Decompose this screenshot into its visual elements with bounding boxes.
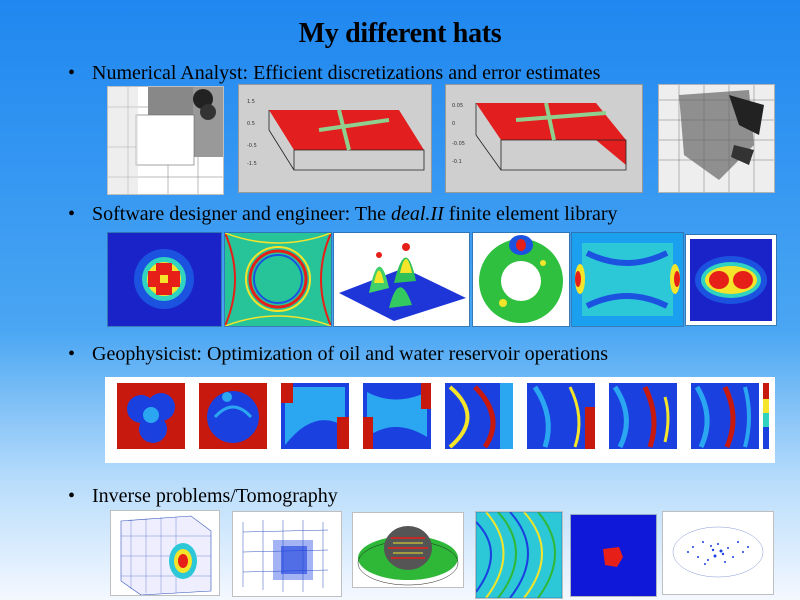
tomography-scatter-image bbox=[662, 511, 774, 595]
deal-ii-peanut-image bbox=[685, 234, 777, 326]
svg-text:0.05: 0.05 bbox=[452, 103, 463, 109]
tomography-wave-image bbox=[475, 511, 563, 599]
tomography-mesh-image bbox=[232, 511, 342, 597]
bullet-text-tail: finite element library bbox=[443, 203, 618, 225]
deal-ii-surface-image bbox=[333, 232, 470, 327]
bullet-numerical-analyst: • Numerical Analyst: Efficient discretiza… bbox=[68, 62, 600, 85]
bullet-dot: • bbox=[68, 62, 76, 84]
svg-text:-0.05: -0.05 bbox=[452, 141, 465, 147]
bullet-geophysicist: • Geophysicist: Optimization of oil and w… bbox=[68, 343, 608, 366]
bullet-inverse-problems: • Inverse problems/Tomography bbox=[68, 485, 338, 508]
deal-ii-image-1 bbox=[107, 232, 222, 327]
tomography-disk-image bbox=[352, 512, 464, 588]
deal-ii-field-image bbox=[571, 232, 684, 327]
error-surface-plot-2: 0.05 0 -0.05 -0.1 bbox=[445, 84, 643, 193]
bullet-dot: • bbox=[68, 343, 76, 365]
bullet-text-em: deal.II bbox=[390, 203, 444, 225]
reservoir-simulation-strip bbox=[105, 377, 775, 463]
svg-text:0.5: 0.5 bbox=[247, 121, 255, 127]
svg-text:-1.5: -1.5 bbox=[247, 161, 257, 167]
bullet-software-designer: • Software designer and engineer: The dea… bbox=[68, 203, 618, 226]
deal-ii-annulus-image bbox=[472, 232, 570, 327]
bullet-dot: • bbox=[68, 485, 76, 507]
deal-ii-image-2 bbox=[224, 232, 332, 327]
bullet-text: Inverse problems/Tomography bbox=[92, 485, 338, 507]
reservoir-frame-1 bbox=[117, 383, 185, 449]
adaptive-mesh-image bbox=[107, 86, 224, 195]
svg-text:-0.5: -0.5 bbox=[247, 143, 257, 149]
tomography-cube-image bbox=[110, 510, 220, 596]
error-surface-plot-1: 1.5 0.5 -0.5 -1.5 bbox=[238, 84, 432, 193]
refined-mesh-image bbox=[658, 84, 775, 193]
svg-text:-0.1: -0.1 bbox=[452, 159, 462, 165]
slide-title: My different hats bbox=[298, 18, 502, 49]
svg-text:0: 0 bbox=[452, 121, 455, 127]
svg-text:1.5: 1.5 bbox=[247, 99, 255, 105]
bullet-text: Geophysicist: Optimization of oil and wa… bbox=[92, 343, 608, 365]
tomography-inclusion-image bbox=[570, 514, 657, 597]
bullet-text: Numerical Analyst: Efficient discretizat… bbox=[92, 62, 601, 84]
bullet-dot: • bbox=[68, 203, 76, 225]
bullet-text: Software designer and engineer: The bbox=[92, 203, 391, 225]
